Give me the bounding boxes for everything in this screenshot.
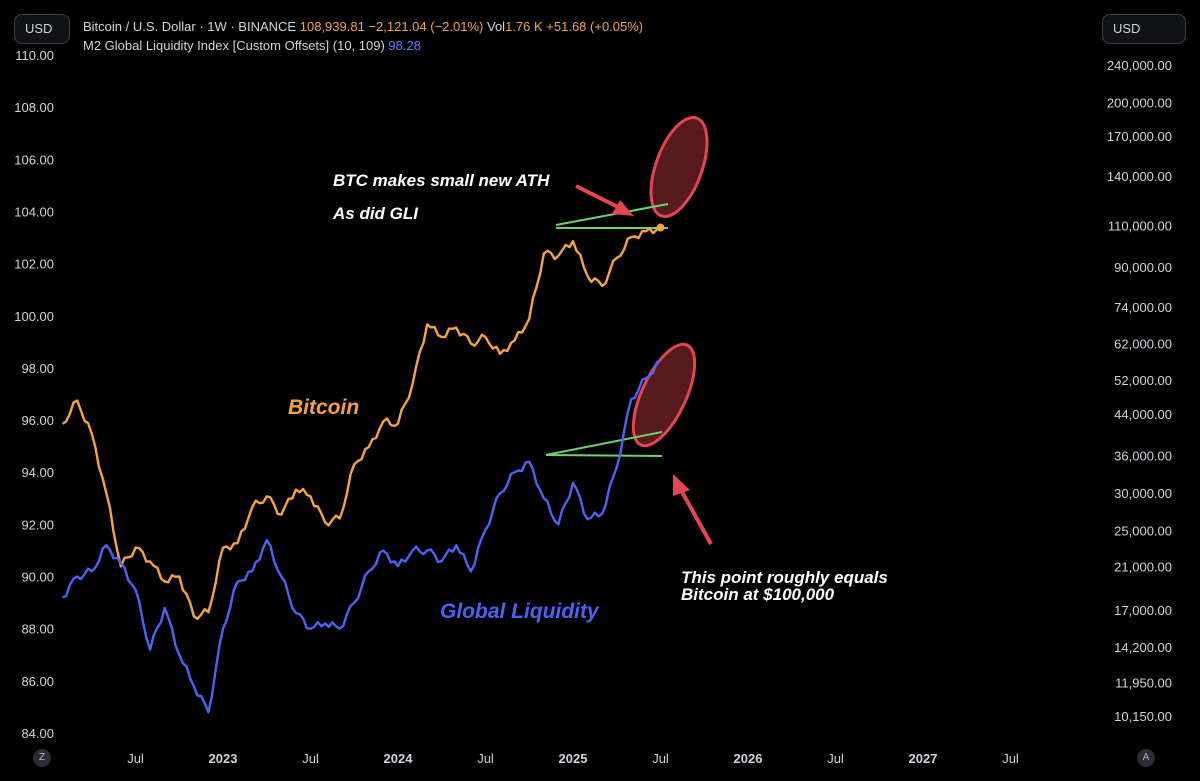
global-liquidity-line[interactable] [62,359,662,714]
right-axis-tick: 10,150.00 [1114,709,1172,724]
left-axis-tick: 100.00 [14,309,54,324]
gli-level-line [545,454,663,457]
btc-highlight-ellipse [649,116,709,218]
time-axis-tick: Jul [477,751,494,766]
gli-symbol[interactable]: M2 Global Liquidity Index [Custom Offset… [83,38,385,53]
time-axis-tick: Jul [302,751,319,766]
annotation-ath: BTC makes small new ATH [333,171,550,190]
left-axis-tick: 84.00 [21,726,54,741]
time-axis-tick: 2024 [384,751,414,766]
vol-value: 1.76 K [505,19,543,34]
left-currency-button[interactable]: USD [14,14,70,44]
right-axis-tick: 14,200.00 [1114,640,1172,655]
zoom-button[interactable]: Z [33,749,51,767]
vol-label: Vol [486,19,506,34]
gli-highlight-ellipse [631,342,697,448]
time-axis-tick: 2023 [209,751,238,766]
gli-arrow [673,474,713,545]
time-axis-tick: Jul [127,751,144,766]
time-axis-tick: 2026 [734,751,763,766]
left-axis-tick: 98.00 [21,361,54,376]
left-axis-tick: 102.00 [14,257,54,272]
left-axis-tick: 108.00 [14,100,54,115]
time-axis-tick: Jul [1002,751,1019,766]
right-axis-tick: 62,000.00 [1114,337,1172,352]
vol-change: +51.68 (+0.05%) [546,19,644,34]
right-axis-tick: 170,000.00 [1107,129,1172,144]
annotation-point-1: This point roughly equals [681,568,888,587]
bitcoin-line[interactable] [61,226,662,621]
right-axis-tick: 21,000.00 [1114,559,1172,574]
right-axis-tick: 74,000.00 [1114,300,1172,315]
label-global-liquidity: Global Liquidity [440,600,600,623]
left-axis-tick: 90.00 [21,570,54,585]
bitcoin-legend: Bitcoin / U.S. Dollar · 1W · BINANCE 108… [83,19,643,34]
gli-value: 98.28 [388,38,421,53]
time-axis-tick: Jul [652,751,669,766]
btc-arrow [575,184,634,216]
right-axis-tick: 11,950.00 [1115,675,1172,690]
right-axis-tick: 30,000.00 [1114,486,1172,501]
time-axis-tick: 2027 [909,751,938,766]
btc-close: 108,939.81 [299,19,365,34]
right-axis-tick: 90,000.00 [1114,260,1172,275]
right-axis-tick: 110,000.00 [1108,219,1172,234]
right-axis-tick: 44,000.00 [1114,407,1172,422]
left-axis-tick: 86.00 [21,674,54,689]
left-axis-tick: 104.00 [14,204,54,219]
left-axis-tick: 106.00 [14,152,54,167]
btc-trend-line [555,203,669,226]
left-price-axis[interactable]: 110.00 108.00 106.00 104.00 102.00 100.00 98.0… [14,48,54,741]
btc-change: −2,121.04 (−2.01%) [368,19,484,34]
gli-trend-line [545,431,663,456]
left-axis-tick: 110.00 [15,48,54,63]
right-axis-tick: 140,000.00 [1107,169,1172,184]
time-axis[interactable]: Jul 2023 Jul 2024 Jul 2025 Jul 2026 Jul 2027 Jul [127,751,1019,766]
right-axis-tick: 240,000.00 [1107,58,1172,73]
label-bitcoin: Bitcoin [288,396,359,419]
right-axis-tick: 200,000.00 [1107,96,1172,111]
annotation-point-2: Bitcoin at $100,000 [681,585,835,604]
right-axis-tick: 52,000.00 [1114,373,1172,388]
right-axis-tick: 36,000.00 [1114,448,1172,463]
left-axis-tick: 92.00 [21,517,54,532]
auto-scale-button[interactable]: A [1137,749,1155,767]
right-currency-button[interactable]: USD [1102,14,1186,44]
btc-symbol[interactable]: Bitcoin / U.S. Dollar · 1W · BINANCE [83,19,297,34]
time-axis-tick: Jul [827,751,844,766]
left-axis-tick: 88.00 [21,622,54,637]
right-axis-tick: 17,000.00 [1114,603,1172,618]
left-axis-tick: 96.00 [21,413,54,428]
time-axis-tick: 2025 [559,751,588,766]
annotation-gli: As did GLI [332,204,419,223]
left-axis-tick: 94.00 [21,465,54,480]
gli-legend: M2 Global Liquidity Index [Custom Offset… [83,38,421,53]
bitcoin-last-point [656,223,665,232]
right-axis-tick: 25,000.00 [1114,523,1172,538]
right-price-axis[interactable]: 240,000.00 200,000.00 170,000.00 140,000.00… [1107,58,1172,724]
